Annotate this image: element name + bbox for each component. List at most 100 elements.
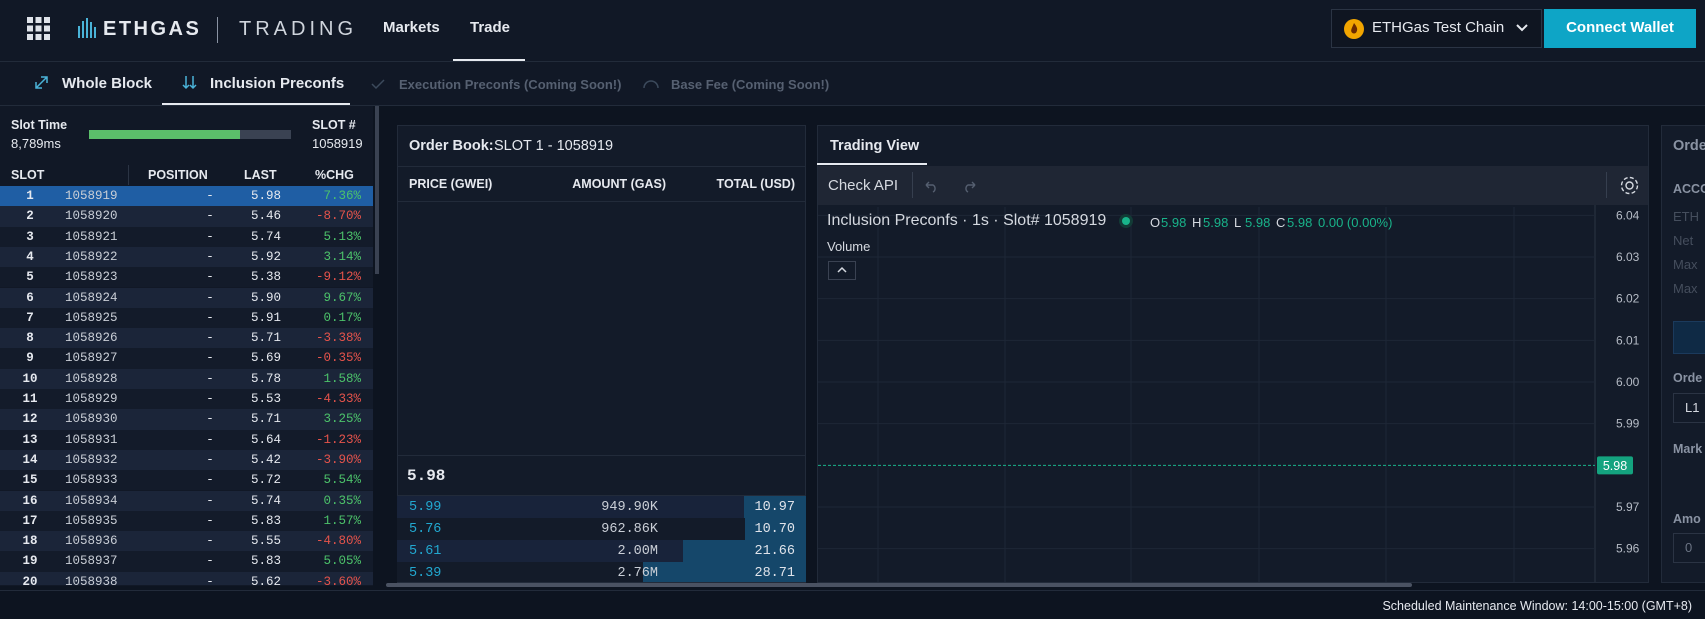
select[interactable] [1673,393,1705,423]
ohlc-value: 5.98 [1161,215,1187,230]
order-row[interactable]: 5.76 962.86K 10.70 [397,518,806,540]
position: - [206,432,214,447]
toggle[interactable] [1673,321,1705,354]
slot-index: 16 [22,493,38,508]
slot-row[interactable]: 12 1058930 - 5.71 3.25% [0,409,373,430]
slot-row[interactable]: 5 1058923 - 5.38 -9.12% [0,267,373,288]
total: 10.70 [754,522,795,537]
slot-index: 10 [22,371,38,386]
undo-redo[interactable] [922,178,982,194]
slot-row[interactable]: 10 1058928 - 5.78 1.58% [0,368,373,389]
slot-row[interactable]: 8 1058926 - 5.71 -3.38% [0,328,373,349]
change: 3.14% [323,249,361,264]
slot-row[interactable]: 2 1058920 - 5.46 -8.70% [0,206,373,227]
slot-id: 1058919 [65,189,118,203]
slot-row[interactable]: 11 1058929 - 5.53 -4.33% [0,389,373,410]
last: 5.83 [250,554,281,569]
price: 5.61 [409,544,442,559]
connect-label[interactable]: Connect Wallet [1566,19,1674,36]
slot-index: 9 [26,351,34,366]
column-header: POSITION [148,168,208,182]
settings-icon[interactable] [1619,175,1640,196]
input[interactable] [1673,533,1705,563]
slot-row[interactable]: 16 1058934 - 5.74 0.35% [0,490,373,511]
y-tick-label: 6.03 [1616,250,1640,264]
select-value[interactable]: L1 [1685,400,1700,415]
order-row[interactable]: 5.61 2.00M 21.66 [397,540,806,562]
y-tick-label: 5.99 [1616,417,1640,431]
input-value[interactable]: 0 [1685,540,1693,555]
tab[interactable]: Trading View [830,138,920,154]
slot-row[interactable]: 20 1058938 - 5.62 -3.60% [0,571,373,585]
label: Orde [1673,371,1703,385]
depth-bar [683,540,806,562]
slot-index: 3 [26,229,34,244]
slot-id: 1058938 [65,574,118,585]
depth-bar [743,496,806,518]
change: -4.80% [315,534,361,549]
tab-icon [371,79,385,90]
slot-index: 17 [22,513,38,528]
change: 0.35% [323,493,361,508]
chain-name[interactable]: ETHGas Test Chain [1372,19,1505,36]
slot-row[interactable]: 13 1058931 - 5.64 -1.23% [0,429,373,450]
tab-icon [182,76,197,90]
slot-index: 18 [22,534,38,549]
divider [217,17,218,43]
connect-button[interactable] [1544,9,1696,48]
price: 5.99 [409,500,442,515]
ohlc-value: 5.98 [1287,215,1313,230]
position: - [206,351,214,366]
change: 7.36% [323,189,361,203]
nav-link[interactable]: Trade [470,19,511,36]
slot-index: 1 [26,189,34,203]
tab[interactable]: Whole Block [62,75,153,92]
slot-row[interactable]: 1 1058919 - 5.98 7.36% [0,186,373,207]
y-tick-label: 6.02 [1616,292,1640,306]
slot-row[interactable]: 15 1058933 - 5.72 5.54% [0,470,373,491]
slot-row[interactable]: 6 1058924 - 5.90 9.67% [0,287,373,308]
value: 1058919 [312,136,363,151]
y-tick-label: 6.00 [1616,375,1640,389]
slot-row[interactable]: 19 1058937 - 5.83 5.05% [0,551,373,572]
order-row[interactable]: 5.39 2.76M 28.71 [397,562,806,582]
nav-underline [453,59,525,61]
y-tick-label: 6.01 [1616,333,1640,347]
last: 5.53 [250,392,281,406]
slot-table: 1 1058919-5.98 7.36% 2 1058920-5.46 -8.70% 3 10… [0,186,373,585]
last: 5.64 [250,432,281,447]
ohlc-label: H [1192,215,1202,230]
slot-row[interactable]: 4 1058922 - 5.92 3.14% [0,246,373,268]
slot-index: 14 [22,452,38,467]
tab[interactable]: Inclusion Preconfs [210,75,345,92]
last: 5.91 [250,310,281,325]
change: -3.38% [315,331,361,346]
last: 5.74 [250,229,281,244]
change: 9.67% [323,290,361,305]
slot-index: 7 [26,310,34,325]
volume-label: Volume [827,239,871,254]
apps-icon[interactable] [27,17,50,40]
position: - [206,534,214,549]
slot-row[interactable]: 17 1058935 - 5.83 1.57% [0,510,373,532]
nav-link[interactable]: Markets [383,19,440,36]
order-row[interactable]: 5.99 949.90K 10.97 [397,496,806,518]
collapse-button[interactable] [828,261,856,280]
slot-id: 1058924 [65,290,118,305]
slot-row[interactable]: 9 1058927 - 5.69 -0.35% [0,348,373,369]
change: 5.54% [323,473,361,488]
label: Mark [1673,442,1703,456]
chain-selector[interactable] [1331,9,1542,48]
ohlc-value: 5.98 [1203,215,1229,230]
check-api[interactable]: Check API [828,177,899,194]
slot-id: 1058920 [65,209,118,224]
slot-row[interactable]: 18 1058936 - 5.55 -4.80% [0,531,373,552]
slot-row[interactable]: 7 1058925 - 5.91 0.17% [0,307,373,329]
slot-row[interactable]: 3 1058921 - 5.74 5.13% [0,226,373,247]
slot-row[interactable]: 14 1058932 - 5.42 -3.90% [0,449,373,471]
slot-id: 1058927 [65,351,118,366]
position: - [206,331,214,346]
y-tick-label: 6.04 [1616,208,1640,222]
tab-bar [0,62,1705,106]
